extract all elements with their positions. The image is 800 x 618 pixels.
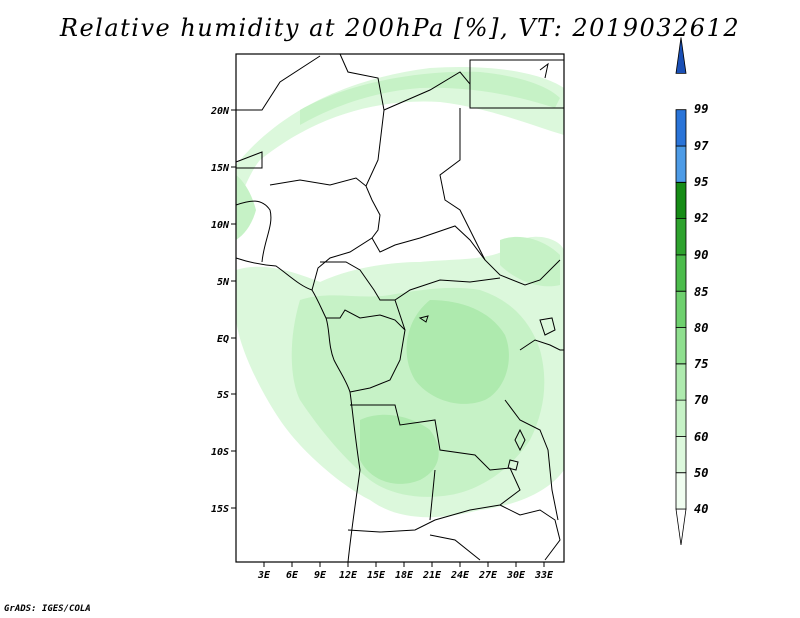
- colorbar-cell: [675, 181, 687, 219]
- colorbar-label: 75: [694, 357, 708, 371]
- lat-label: 10N: [211, 220, 230, 231]
- colorbar-cell: [675, 327, 687, 365]
- lon-label: 3E: [257, 570, 271, 581]
- colorbar-cell: [675, 399, 687, 437]
- colorbar-label: 70: [694, 393, 708, 407]
- lat-label: EQ: [217, 334, 229, 345]
- lat-label: 5S: [217, 390, 229, 401]
- colorbar-label: 99: [694, 102, 708, 116]
- colorbar-label: 92: [694, 211, 708, 225]
- colorbar-labels: 40 50 60 70 75 80 85 90 92 95 97 99: [694, 102, 709, 516]
- lat-label: 15N: [211, 163, 230, 174]
- colorbar-label: 97: [694, 139, 709, 153]
- colorbar-label: 95: [694, 175, 708, 189]
- longitude-labels: 3E 6E 9E 12E 15E 18E 21E 24E 27E 30E 33E: [257, 570, 554, 581]
- colorbar-cell: [675, 254, 687, 292]
- lon-label: 27E: [478, 570, 498, 581]
- colorbar-cell: [675, 436, 687, 474]
- lon-label: 30E: [506, 570, 526, 581]
- credit-text: GrADS: IGES/COLA: [4, 604, 91, 614]
- lat-label: 15S: [211, 504, 229, 515]
- lon-label: 18E: [395, 570, 414, 581]
- colorbar-label: 85: [694, 285, 708, 299]
- colorbar-cell: [675, 145, 687, 183]
- colorbar-cell: [675, 508, 687, 546]
- coastlines-and-borders: [235, 53, 564, 563]
- map-frame: [231, 53, 565, 567]
- lon-label: 12E: [339, 570, 358, 581]
- humidity-fill: [236, 66, 564, 518]
- colorbar-cell: [675, 363, 687, 401]
- lat-label: 10S: [211, 447, 229, 458]
- colorbar-label: 60: [694, 430, 708, 444]
- latitude-labels: 20N 15N 10N 5N EQ 5S 10S 15S: [210, 106, 230, 515]
- lon-label: 33E: [534, 570, 554, 581]
- lon-label: 24E: [450, 570, 470, 581]
- colorbar: 40 50 60 70 75 80 85 90 92 95 97 99: [675, 37, 709, 546]
- colorbar-label: 90: [694, 248, 708, 262]
- colorbar-cell: [675, 218, 687, 256]
- colorbar-cell: [675, 109, 687, 147]
- lon-label: 15E: [367, 570, 386, 581]
- colorbar-cell: [675, 290, 687, 328]
- colorbar-label: 80: [694, 321, 708, 335]
- colorbar-cell: [675, 472, 687, 510]
- colorbar-label: 40: [694, 502, 708, 516]
- map-title: Relative humidity at 200hPa [%], VT: 201…: [59, 14, 741, 42]
- lat-label: 20N: [210, 106, 230, 117]
- colorbar-label: 50: [694, 466, 708, 480]
- lon-label: 21E: [422, 570, 442, 581]
- colorbar-cell: [675, 37, 687, 74]
- lon-label: 6E: [286, 570, 299, 581]
- lat-label: 5N: [217, 277, 230, 288]
- lon-label: 9E: [314, 570, 327, 581]
